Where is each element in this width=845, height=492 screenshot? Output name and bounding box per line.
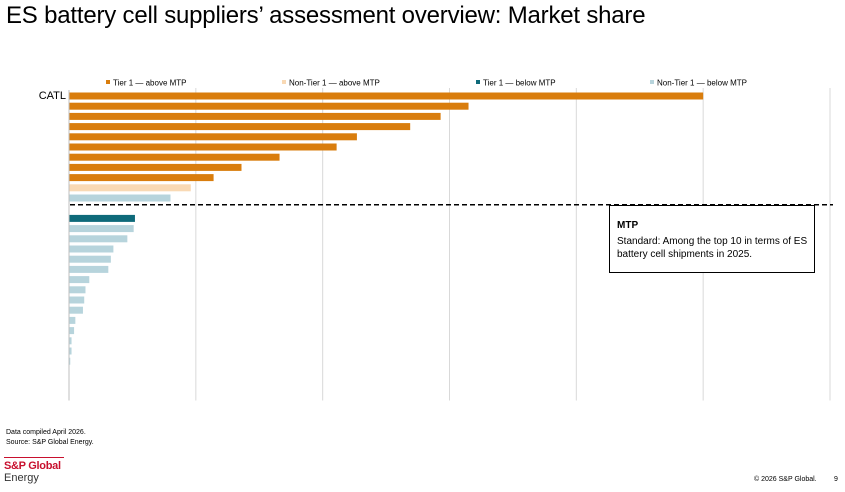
legend-label: Tier 1 — above MTP bbox=[113, 79, 187, 88]
bar bbox=[69, 163, 242, 171]
mtp-callout-body: Standard: Among the top 10 in terms of E… bbox=[617, 236, 808, 260]
bar bbox=[69, 276, 90, 284]
legend-swatch bbox=[106, 80, 110, 84]
page-title: ES battery cell suppliers’ assessment ov… bbox=[6, 2, 646, 29]
bar bbox=[69, 153, 280, 161]
chart-category-labels: CATL bbox=[39, 90, 66, 102]
bar bbox=[69, 225, 134, 233]
footnote-source: Source: S&P Global Energy. bbox=[6, 439, 94, 446]
legend-swatch bbox=[282, 80, 286, 84]
bar bbox=[69, 347, 72, 355]
mtp-callout: MTP Standard: Among the top 10 in terms … bbox=[609, 205, 815, 273]
brand-logo: S&P Global Energy bbox=[4, 457, 64, 484]
brand-division: Energy bbox=[4, 472, 39, 484]
bar bbox=[69, 306, 83, 314]
bar bbox=[69, 316, 76, 324]
bar bbox=[69, 133, 357, 141]
legend-item: Non-Tier 1 — above MTP bbox=[282, 79, 380, 88]
copyright: © 2026 S&P Global. bbox=[754, 476, 817, 483]
bar bbox=[69, 357, 71, 365]
bar bbox=[69, 286, 86, 294]
footnote-compiled: Data compiled April 2026. bbox=[6, 429, 86, 436]
bar bbox=[69, 235, 128, 243]
bar bbox=[69, 327, 75, 335]
bar bbox=[69, 143, 337, 151]
chart-bars bbox=[69, 92, 704, 365]
legend-label: Non-Tier 1 — below MTP bbox=[657, 79, 747, 88]
bar bbox=[69, 112, 441, 120]
bar bbox=[69, 92, 704, 100]
bar bbox=[69, 337, 72, 345]
bar bbox=[69, 265, 109, 273]
mtp-callout-title: MTP bbox=[617, 220, 639, 231]
bar bbox=[69, 245, 114, 253]
bar bbox=[69, 102, 469, 110]
legend-item: Tier 1 — above MTP bbox=[106, 79, 187, 88]
bar bbox=[69, 174, 214, 182]
legend-label: Tier 1 — below MTP bbox=[483, 79, 556, 88]
market-share-chart: Tier 1 — above MTP Non-Tier 1 — above MTP… bbox=[39, 79, 833, 401]
legend-item: Tier 1 — below MTP bbox=[476, 79, 556, 88]
category-label: CATL bbox=[39, 90, 66, 102]
bar bbox=[69, 123, 411, 131]
legend-swatch bbox=[476, 80, 480, 84]
page-number: 9 bbox=[834, 476, 838, 483]
chart-legend: Tier 1 — above MTP Non-Tier 1 — above MTP… bbox=[106, 79, 747, 88]
legend-swatch bbox=[650, 80, 654, 84]
legend-item: Non-Tier 1 — below MTP bbox=[650, 79, 747, 88]
bar bbox=[69, 194, 171, 202]
brand-name: S&P Global bbox=[4, 460, 61, 472]
bar bbox=[69, 296, 85, 304]
bar bbox=[69, 184, 191, 192]
legend-label: Non-Tier 1 — above MTP bbox=[289, 79, 380, 88]
bar bbox=[69, 214, 135, 222]
bar bbox=[69, 255, 111, 263]
